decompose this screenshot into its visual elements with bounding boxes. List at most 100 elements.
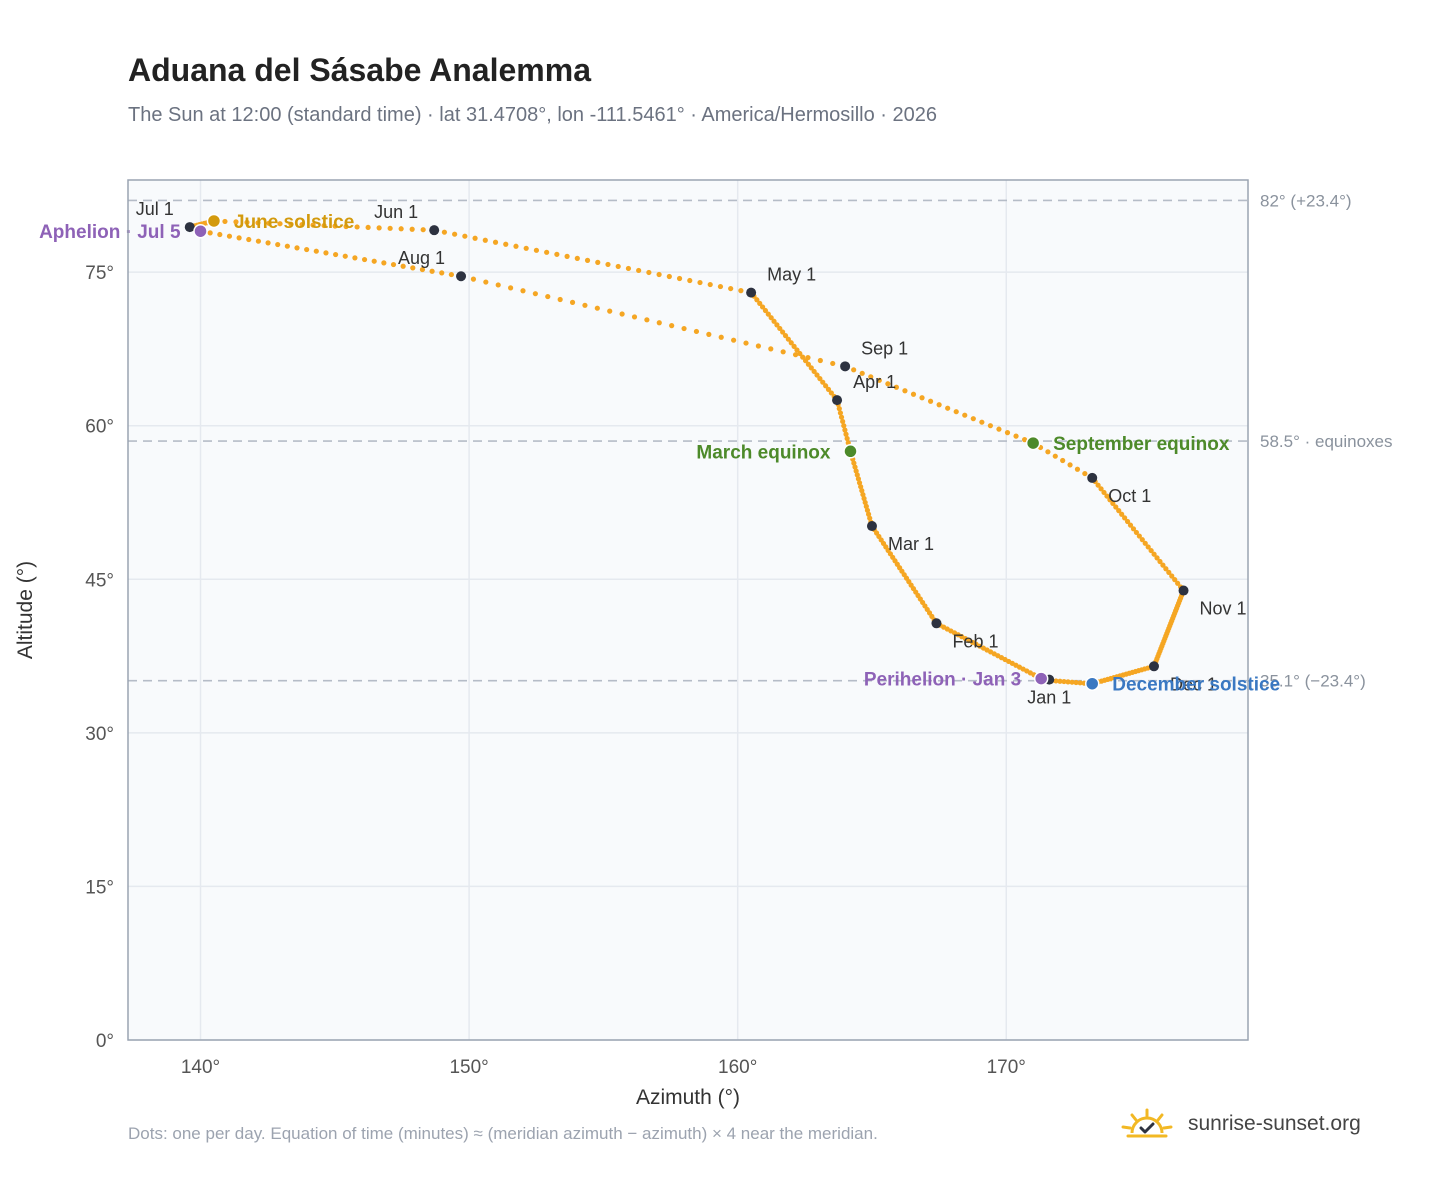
day-dot	[656, 271, 662, 278]
day-dot	[294, 245, 300, 251]
day-dot	[342, 253, 348, 259]
day-dot	[1074, 466, 1081, 472]
day-dot	[343, 223, 349, 230]
day-dot	[226, 233, 233, 239]
day-dot	[676, 275, 683, 282]
day-dot	[792, 352, 799, 358]
day-dot	[863, 503, 869, 509]
day-dot	[755, 343, 761, 349]
y-axis-label: Altitude (°)	[14, 561, 37, 659]
day-dot	[743, 340, 749, 346]
day-dot	[1122, 515, 1128, 521]
day-dot	[255, 238, 262, 244]
month-marker	[429, 225, 440, 236]
day-dot	[777, 325, 783, 332]
day-dot	[707, 281, 713, 288]
day-dot	[1172, 577, 1178, 583]
day-dot	[823, 383, 829, 389]
day-dot	[246, 236, 252, 243]
event-label: Perihelion · Jan 3	[864, 670, 1021, 691]
day-dot	[738, 288, 744, 294]
day-dot	[838, 414, 845, 420]
day-dot	[794, 347, 800, 353]
y-tick-label: 45°	[85, 570, 114, 591]
day-dot	[452, 231, 458, 237]
day-dot	[365, 224, 371, 231]
day-dot	[646, 269, 652, 276]
day-dot	[1133, 529, 1140, 536]
day-dot	[1107, 497, 1113, 503]
day-dot	[861, 495, 867, 502]
day-dot	[420, 227, 426, 233]
day-dot	[837, 410, 844, 416]
day-dot	[1154, 555, 1160, 561]
day-dot	[439, 270, 445, 276]
day-dot	[666, 273, 672, 280]
day-dot	[644, 317, 650, 323]
day-dot	[1160, 562, 1166, 568]
day-dot	[865, 511, 872, 517]
day-dot	[780, 349, 786, 355]
day-dot	[1148, 547, 1154, 554]
month-marker	[746, 287, 757, 298]
day-dot	[805, 355, 811, 361]
month-label: Aug 1	[398, 248, 445, 268]
day-dot	[910, 391, 917, 397]
event-marker	[1025, 435, 1041, 451]
day-dot	[1077, 680, 1083, 686]
day-dot	[361, 256, 368, 263]
event-label: December solstice	[1112, 675, 1280, 696]
day-dot	[820, 379, 826, 385]
day-dot	[697, 279, 703, 286]
day-dot	[788, 340, 794, 346]
day-dot	[332, 223, 338, 229]
day-dot	[400, 263, 406, 269]
day-dot	[387, 225, 393, 231]
brand-link[interactable]: sunrise-sunset.org	[1120, 1104, 1361, 1144]
brand-name: sunrise-sunset.org	[1188, 1112, 1361, 1135]
day-dot	[462, 233, 468, 239]
day-dot	[605, 261, 611, 268]
day-dot	[625, 265, 632, 272]
day-dot	[1004, 430, 1011, 436]
day-dot	[472, 235, 478, 241]
day-dot	[390, 261, 397, 268]
day-dot	[867, 515, 873, 521]
day-dot	[858, 484, 864, 490]
day-dot	[817, 357, 823, 364]
day-dot	[1065, 679, 1071, 685]
x-axis-label: Azimuth (°)	[636, 1086, 740, 1109]
month-label: Sep 1	[861, 338, 908, 358]
month-label: Mar 1	[888, 534, 934, 554]
day-dot	[1163, 566, 1169, 572]
day-dot	[836, 406, 842, 412]
day-dot	[244, 219, 250, 225]
month-label: Apr 1	[853, 372, 896, 392]
day-dot	[207, 230, 213, 236]
day-dot	[768, 315, 774, 321]
day-dot	[299, 222, 305, 228]
day-dot	[1127, 522, 1134, 528]
event-label: September equinox	[1053, 434, 1230, 455]
event-markers: June solstice March equinox September equi…	[39, 212, 1280, 696]
day-dot	[854, 472, 860, 478]
day-dot	[845, 440, 851, 446]
day-dot	[687, 277, 693, 284]
day-dot	[1113, 504, 1119, 510]
day-dot	[1166, 569, 1172, 575]
day-dot	[310, 222, 316, 228]
day-dot	[217, 231, 223, 238]
day-dot	[448, 271, 454, 278]
day-dot	[1013, 433, 1019, 439]
day-dot	[304, 246, 310, 253]
day-dot	[1095, 482, 1101, 488]
day-dot	[1104, 493, 1110, 499]
day-dot	[569, 299, 576, 305]
grid-lines	[128, 180, 1248, 1041]
day-dot	[728, 285, 734, 292]
day-dot	[352, 255, 358, 261]
day-dot	[376, 225, 382, 231]
month-marker	[1178, 585, 1189, 596]
day-dot	[1169, 573, 1175, 579]
